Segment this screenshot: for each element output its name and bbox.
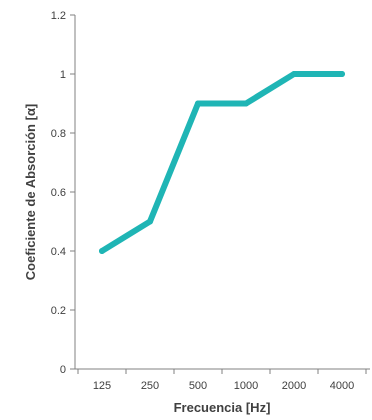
y-tick-label: 0.2	[51, 305, 66, 317]
series-line	[99, 71, 345, 254]
x-axis-title: Frecuencia [Hz]	[174, 400, 271, 415]
x-tick-label: 500	[189, 380, 207, 392]
data-points	[99, 71, 345, 254]
data-point	[195, 100, 201, 107]
y-axis-ticks: 0 0.2 0.4 0.6 0.8 1 1.2	[51, 10, 75, 376]
data-point	[243, 100, 249, 107]
data-point	[147, 218, 153, 225]
x-tick-label: 250	[141, 380, 159, 392]
y-tick-label: 1	[60, 69, 66, 81]
data-point	[291, 71, 297, 77]
y-tick-label: 0.4	[51, 246, 66, 258]
x-tick-label: 1000	[234, 380, 258, 392]
y-tick-label: 1.2	[51, 10, 66, 22]
y-tick-label: 0.8	[51, 128, 66, 140]
y-axis-title: Coeficiente de Absorción [α]	[23, 104, 38, 281]
y-tick-label: 0.6	[51, 187, 66, 199]
x-tick-label: 4000	[330, 380, 354, 392]
y-tick-label: 0	[60, 364, 66, 376]
x-axis-ticks: 125 250 500 1000 2000 4000	[77, 369, 367, 392]
data-point	[99, 248, 105, 254]
data-point	[339, 71, 345, 77]
x-tick-label: 2000	[282, 380, 306, 392]
x-tick-label: 125	[93, 380, 111, 392]
